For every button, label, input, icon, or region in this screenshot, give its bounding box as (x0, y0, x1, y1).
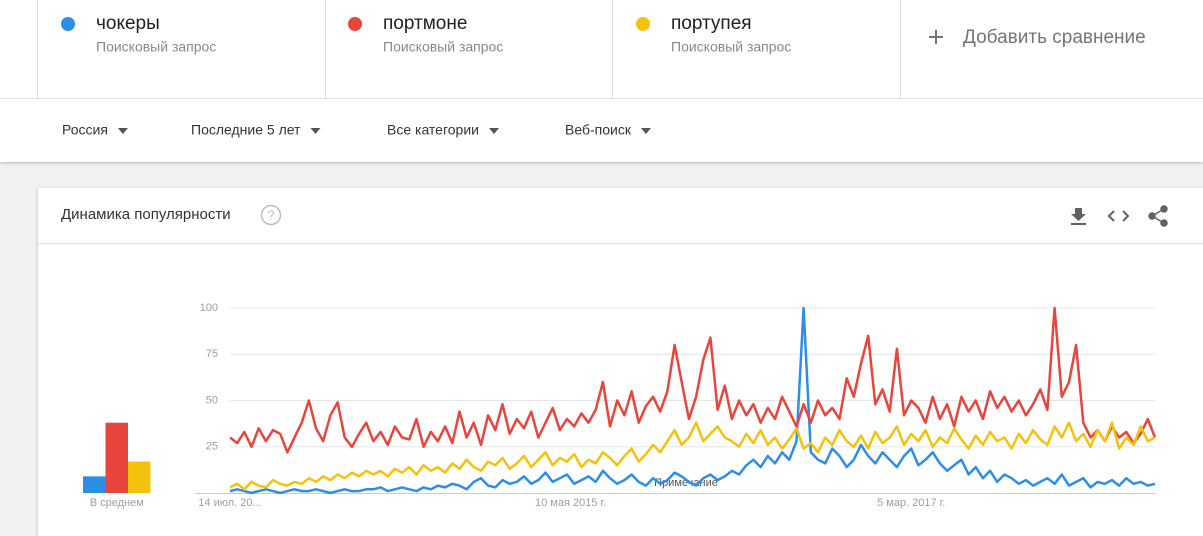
term-kind: Поисковый запрос (383, 39, 503, 55)
add-comparison[interactable]: Добавить сравнение (963, 27, 1146, 48)
term-kind: Поисковый запрос (96, 39, 216, 55)
x-tick-label: 14 июл. 20... (198, 497, 261, 509)
help-icon[interactable] (260, 204, 282, 226)
average-bar (105, 422, 128, 493)
average-bar (128, 461, 151, 493)
y-tick-label: 100 (200, 302, 218, 314)
filter-dropdown[interactable]: Все категории (387, 122, 479, 138)
x-tick-label: 10 мая 2015 г. (535, 497, 606, 509)
dropdown-caret[interactable] (310, 128, 321, 134)
dropdown-caret[interactable] (488, 128, 499, 134)
x-tick-label: 5 мар. 2017 г. (877, 497, 945, 509)
filter-dropdown[interactable]: Последние 5 лет (191, 122, 301, 138)
help-glyph[interactable]: ? (267, 207, 274, 222)
term-name[interactable]: чокеры (96, 13, 160, 34)
embed-icon[interactable] (1107, 210, 1130, 222)
average-bar (83, 476, 106, 493)
dropdown-caret[interactable] (640, 128, 651, 134)
y-tick-label: 75 (206, 348, 218, 360)
series-line (229, 306, 1157, 454)
filter-dropdown[interactable]: Веб-поиск (565, 122, 632, 138)
header-bg (0, 0, 1203, 162)
term-dot (348, 17, 362, 31)
download-icon[interactable] (1071, 208, 1086, 225)
plus-icon[interactable] (929, 30, 943, 44)
term-dividers (37, 0, 901, 98)
term-name[interactable]: портупея (671, 13, 752, 34)
term-dot (61, 17, 75, 31)
y-tick-label: 50 (206, 394, 218, 406)
dropdown-caret[interactable] (117, 128, 128, 134)
card-title: Динамика популярности (61, 206, 231, 223)
y-tick-label: 25 (206, 441, 218, 453)
average-label: В среднем (90, 497, 144, 509)
series-line (229, 306, 1156, 495)
card (38, 188, 1203, 536)
share-icon[interactable] (1148, 205, 1168, 227)
term-kind: Поисковый запрос (671, 39, 791, 55)
term-dot (636, 17, 650, 31)
series-line (229, 421, 1156, 491)
term-name[interactable]: портмоне (383, 13, 467, 34)
filter-dropdown[interactable]: Россия (62, 122, 108, 138)
